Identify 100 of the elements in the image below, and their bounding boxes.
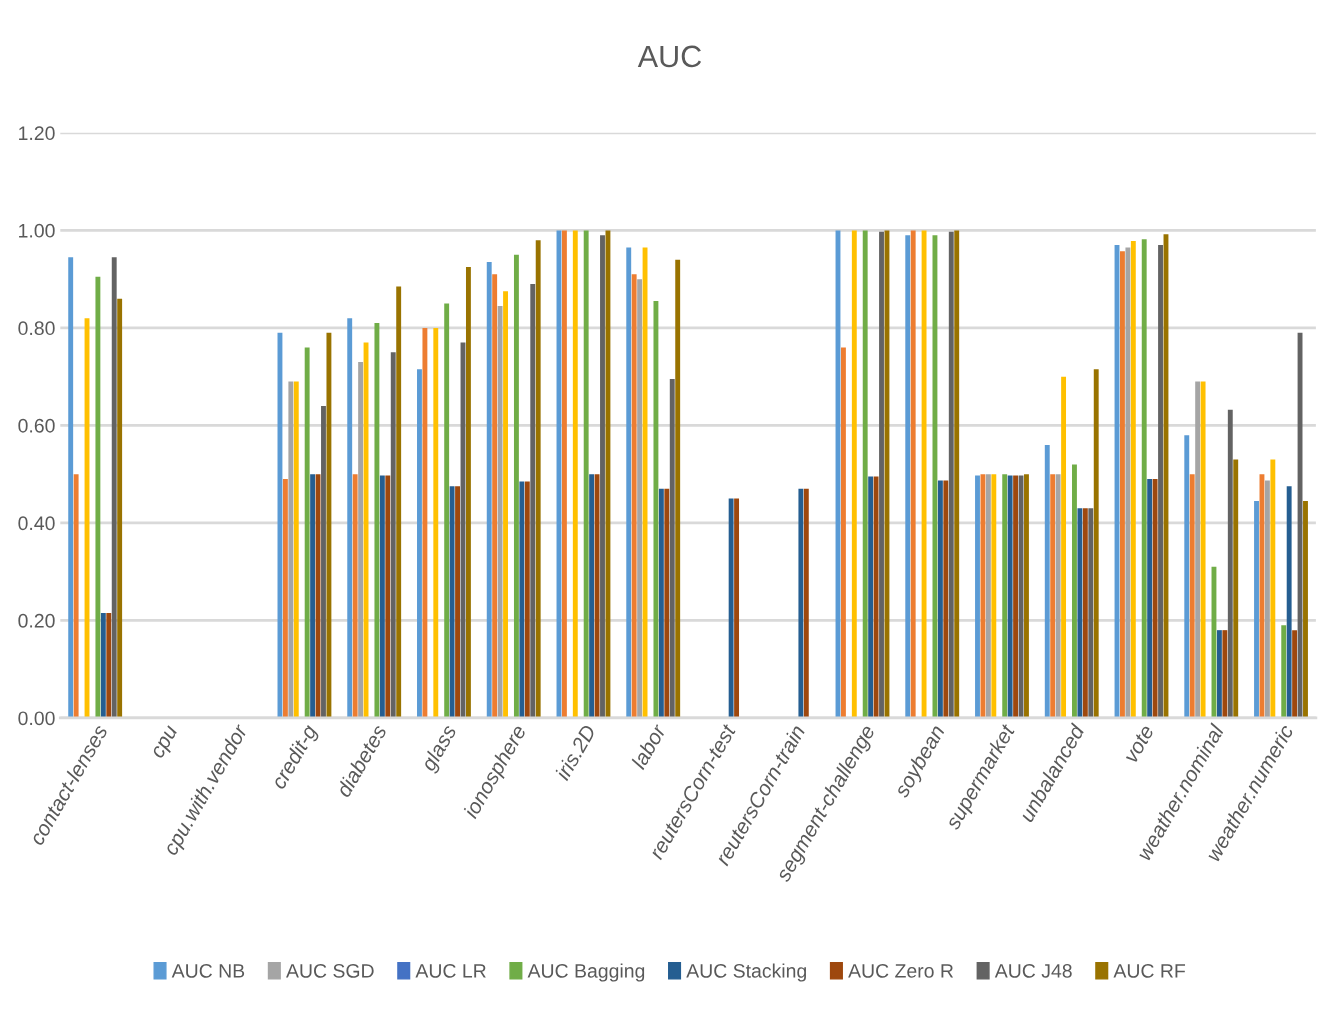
bar — [1270, 459, 1276, 718]
bar — [1130, 241, 1136, 718]
legend-label: AUC J48 — [994, 963, 1072, 978]
bar — [905, 235, 911, 718]
bar — [1200, 381, 1206, 718]
bar — [1125, 247, 1131, 718]
bar — [862, 230, 868, 718]
bar — [1147, 479, 1153, 718]
bar — [444, 303, 450, 718]
bar — [658, 488, 664, 718]
y-tick-label: 0.40 — [18, 516, 55, 531]
legend-label: AUC RF — [1113, 963, 1186, 978]
bar — [1061, 376, 1067, 718]
bar — [975, 475, 980, 718]
legend-label: AUC Stacking — [686, 963, 806, 982]
bar — [1254, 500, 1259, 718]
bar — [669, 379, 675, 718]
legend-label: AUC SGD — [286, 963, 374, 978]
bar — [921, 230, 927, 718]
bar — [851, 230, 857, 718]
bar — [73, 474, 79, 718]
legend-label: AUC LR — [415, 963, 486, 978]
bar — [390, 352, 396, 718]
bar — [1189, 474, 1195, 718]
bar — [106, 613, 112, 718]
bar — [455, 486, 460, 718]
bar — [374, 323, 380, 718]
bar — [798, 488, 804, 718]
bar — [385, 475, 391, 718]
bar — [310, 474, 316, 718]
bar — [637, 279, 643, 718]
bar — [535, 240, 541, 718]
y-tick-label: 0.00 — [18, 711, 55, 726]
bar — [288, 381, 294, 718]
bar — [631, 274, 637, 718]
bar — [513, 254, 519, 718]
bar — [449, 486, 455, 718]
bar — [954, 230, 960, 718]
bar — [417, 369, 422, 718]
bar — [352, 474, 358, 718]
bar — [1281, 625, 1287, 718]
bar — [1088, 508, 1094, 718]
bar — [1158, 245, 1163, 718]
bar — [347, 318, 353, 718]
bar — [519, 481, 525, 718]
bar — [675, 259, 681, 718]
bar — [1007, 475, 1013, 718]
bar — [1233, 459, 1239, 718]
y-tick-label: 0.80 — [18, 321, 55, 336]
bar — [1264, 480, 1270, 718]
legend-label: AUC NB — [171, 963, 245, 978]
bar — [293, 381, 299, 718]
bar — [1141, 239, 1147, 718]
bar — [600, 235, 605, 718]
bar — [561, 230, 567, 718]
bar — [282, 479, 288, 718]
bar — [465, 266, 471, 718]
bar — [991, 474, 997, 718]
bar — [497, 305, 503, 718]
legend-label: AUC Zero R — [848, 963, 954, 978]
bar — [1227, 409, 1233, 718]
bar — [1303, 500, 1308, 718]
bar — [583, 230, 589, 718]
bar — [100, 613, 106, 718]
bar — [433, 327, 439, 718]
bar — [1152, 479, 1158, 718]
bar — [840, 347, 846, 718]
bar — [1093, 369, 1099, 718]
bar — [948, 231, 954, 718]
bar — [117, 298, 123, 718]
bar — [379, 475, 385, 718]
bar — [943, 480, 949, 718]
bar — [572, 230, 578, 718]
bar — [326, 332, 332, 718]
bar — [1286, 486, 1292, 718]
bar — [605, 230, 611, 718]
bar — [1082, 508, 1088, 718]
bar — [524, 481, 530, 718]
bar — [626, 247, 632, 718]
y-tick-label: 1.00 — [19, 223, 55, 238]
bar — [1216, 630, 1222, 718]
bar — [1120, 251, 1125, 718]
bar — [1292, 630, 1298, 718]
legend-label: AUC Bagging — [527, 963, 645, 982]
bar — [653, 301, 659, 718]
bar — [1055, 474, 1061, 718]
bar — [321, 405, 326, 718]
bar — [868, 476, 874, 718]
bar — [111, 257, 117, 718]
bar — [422, 327, 428, 718]
bar — [1184, 435, 1190, 718]
bar — [594, 474, 600, 718]
y-tick-label: 0.20 — [18, 613, 55, 628]
bar — [304, 347, 310, 718]
bar — [358, 362, 364, 718]
bar — [937, 480, 943, 718]
bar — [1077, 508, 1083, 718]
bar — [1222, 630, 1228, 718]
bar — [1195, 381, 1201, 718]
bar — [873, 476, 879, 718]
